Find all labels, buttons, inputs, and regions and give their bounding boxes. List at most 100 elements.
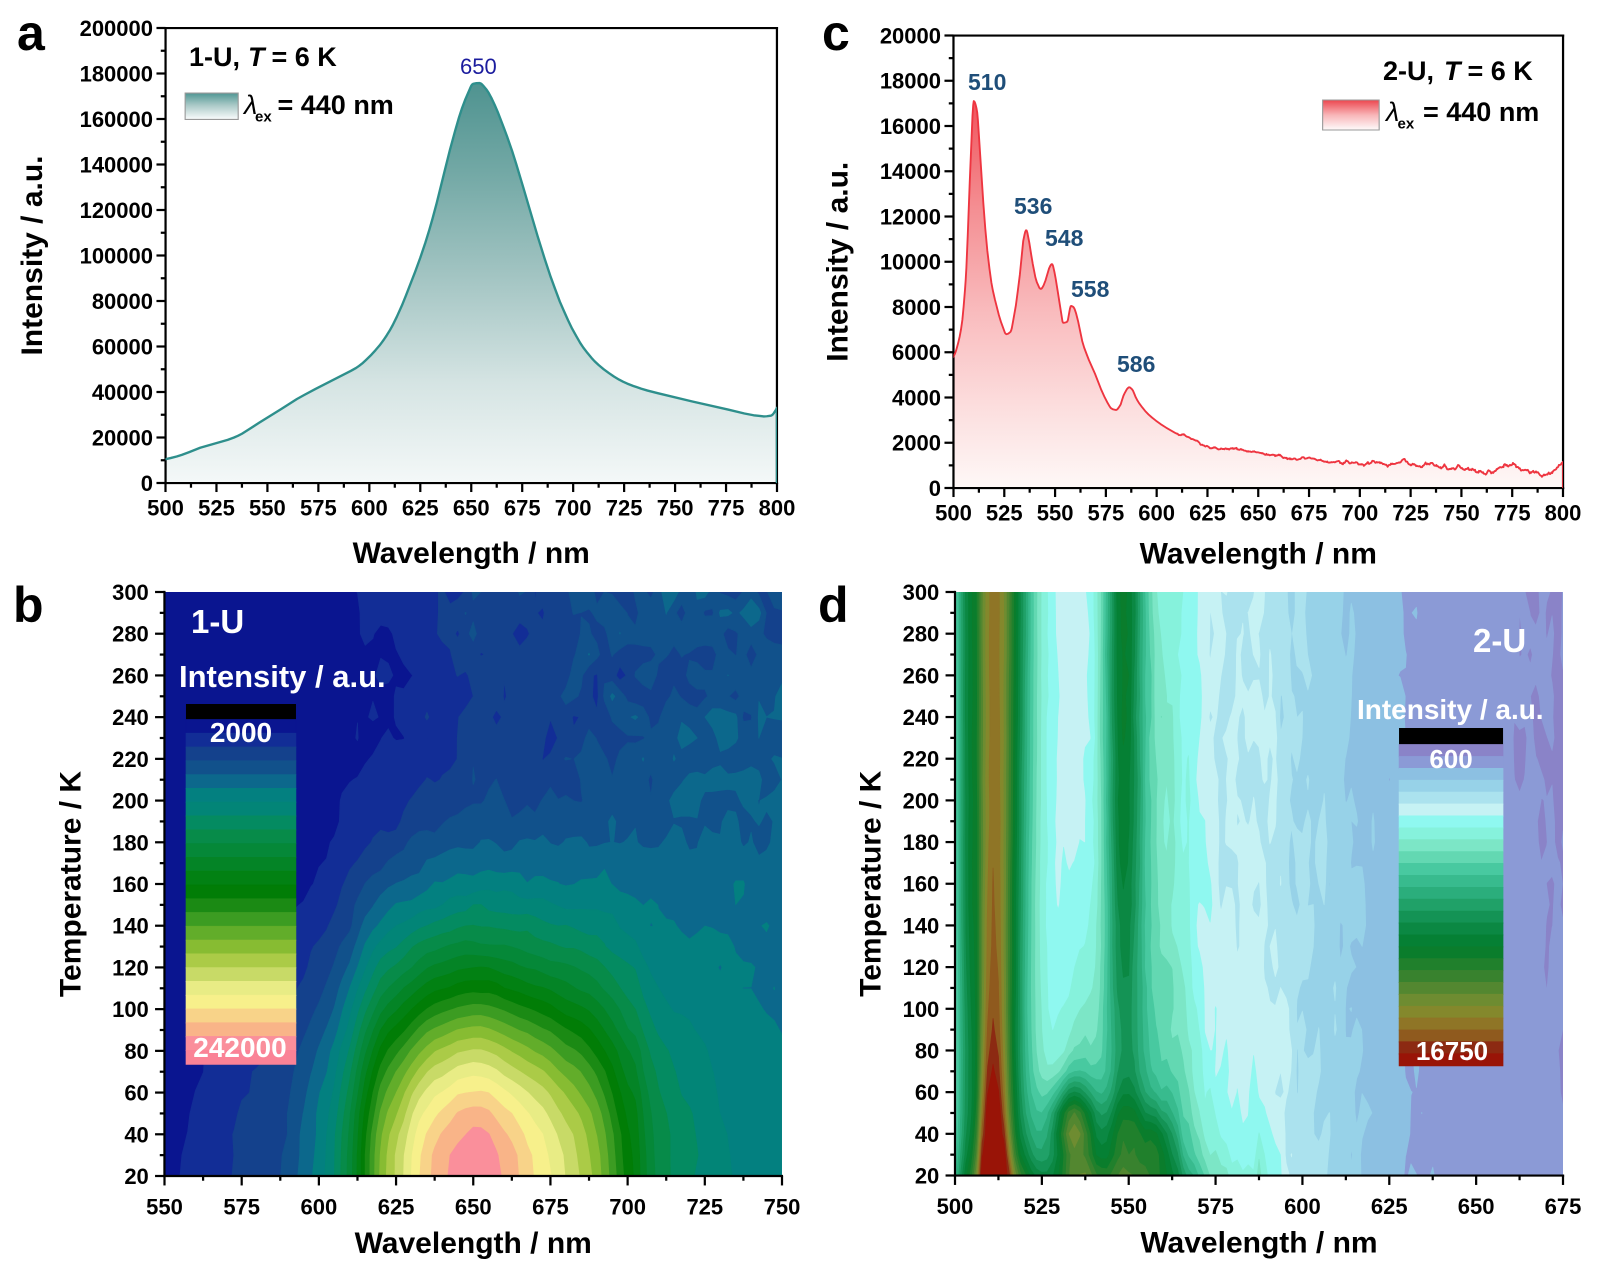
svg-text:500: 500	[147, 496, 184, 521]
svg-text:725: 725	[1392, 501, 1429, 526]
svg-text:12000: 12000	[880, 204, 941, 229]
svg-text:160: 160	[903, 872, 940, 897]
svg-text:2000: 2000	[210, 717, 272, 748]
svg-text:650: 650	[460, 54, 497, 79]
svg-text:750: 750	[1443, 501, 1480, 526]
svg-text:= 6 K: = 6 K	[1460, 56, 1533, 86]
svg-text:60: 60	[915, 1080, 939, 1105]
svg-text:Wavelength / nm: Wavelength / nm	[1140, 1227, 1377, 1260]
svg-text:2000: 2000	[892, 431, 941, 456]
svg-text:240: 240	[112, 705, 149, 730]
svg-text:575: 575	[300, 496, 337, 521]
svg-text:16000: 16000	[880, 114, 941, 139]
svg-text:525: 525	[986, 501, 1023, 526]
svg-text:16750: 16750	[1416, 1036, 1488, 1066]
svg-text:550: 550	[146, 1195, 183, 1220]
svg-text:Wavelength / nm: Wavelength / nm	[1140, 538, 1377, 571]
svg-text:700: 700	[609, 1195, 646, 1220]
svg-text:625: 625	[378, 1195, 415, 1220]
svg-text:4000: 4000	[892, 385, 941, 410]
svg-text:800: 800	[1545, 501, 1582, 526]
svg-text:650: 650	[453, 496, 490, 521]
svg-text:525: 525	[198, 496, 235, 521]
svg-text:300: 300	[112, 580, 149, 605]
svg-text:200: 200	[112, 789, 149, 814]
svg-text:40: 40	[124, 1122, 148, 1147]
svg-text:575: 575	[223, 1195, 260, 1220]
svg-text:20000: 20000	[880, 23, 941, 48]
svg-text:100: 100	[112, 997, 149, 1022]
svg-text:8000: 8000	[892, 295, 941, 320]
svg-text:500: 500	[935, 501, 972, 526]
svg-text:260: 260	[903, 663, 940, 688]
svg-text:750: 750	[764, 1195, 801, 1220]
svg-text:525: 525	[1023, 1194, 1060, 1219]
svg-text:650: 650	[1240, 501, 1277, 526]
svg-text:Temperature / K: Temperature / K	[54, 771, 87, 998]
svg-text:λ: λ	[1384, 97, 1399, 127]
svg-text:d: d	[818, 577, 849, 633]
svg-text:6000: 6000	[892, 340, 941, 365]
svg-text:140: 140	[112, 914, 149, 939]
svg-text:200000: 200000	[80, 16, 153, 41]
svg-text:ex: ex	[255, 109, 272, 126]
svg-text:260: 260	[112, 663, 149, 688]
svg-text:500: 500	[937, 1194, 974, 1219]
svg-text:550: 550	[1037, 501, 1074, 526]
svg-text:548: 548	[1045, 225, 1084, 251]
svg-text:b: b	[13, 577, 44, 633]
svg-text:775: 775	[1494, 501, 1531, 526]
svg-text:60: 60	[124, 1081, 148, 1106]
svg-text:600: 600	[301, 1195, 338, 1220]
svg-text:140000: 140000	[80, 152, 153, 177]
svg-text:180: 180	[903, 830, 940, 855]
svg-text:650: 650	[455, 1195, 492, 1220]
svg-text:700: 700	[555, 496, 592, 521]
svg-text:ex: ex	[1398, 115, 1415, 132]
svg-text:T: T	[248, 42, 267, 72]
svg-text:575: 575	[1088, 501, 1125, 526]
svg-text:775: 775	[708, 496, 745, 521]
svg-text:625: 625	[1189, 501, 1226, 526]
svg-text:Wavelength / nm: Wavelength / nm	[353, 537, 590, 570]
svg-text:Wavelength / nm: Wavelength / nm	[355, 1227, 592, 1260]
svg-text:200: 200	[903, 788, 940, 813]
svg-text:180000: 180000	[80, 61, 153, 86]
svg-text:100: 100	[903, 997, 940, 1022]
svg-text:586: 586	[1117, 351, 1155, 377]
svg-text:675: 675	[532, 1195, 569, 1220]
svg-text:575: 575	[1197, 1194, 1234, 1219]
svg-text:80: 80	[124, 1039, 148, 1064]
svg-text:40: 40	[915, 1122, 939, 1147]
svg-text:750: 750	[657, 496, 694, 521]
svg-text:700: 700	[1341, 501, 1378, 526]
svg-text:20000: 20000	[92, 425, 153, 450]
svg-text:c: c	[822, 5, 850, 61]
svg-text:1-U,: 1-U,	[189, 42, 248, 72]
svg-text:T: T	[1444, 56, 1463, 86]
svg-text:160000: 160000	[80, 107, 153, 132]
svg-text:18000: 18000	[880, 69, 941, 94]
svg-text:Intensity / a.u.: Intensity / a.u.	[821, 162, 854, 362]
svg-text:40000: 40000	[92, 380, 153, 405]
svg-text:220: 220	[112, 747, 149, 772]
svg-text:10000: 10000	[880, 250, 941, 275]
svg-text:1-U: 1-U	[191, 603, 244, 640]
svg-text:600: 600	[351, 496, 388, 521]
svg-text:220: 220	[903, 747, 940, 772]
svg-text:600: 600	[1138, 501, 1175, 526]
svg-text:625: 625	[402, 496, 439, 521]
svg-text:675: 675	[1545, 1194, 1582, 1219]
svg-text:20: 20	[124, 1164, 148, 1189]
svg-text:800: 800	[759, 496, 796, 521]
svg-text:λ: λ	[242, 90, 257, 120]
svg-text:14000: 14000	[880, 159, 941, 184]
svg-text:536: 536	[1014, 193, 1052, 219]
svg-text:= 440 nm: = 440 nm	[278, 90, 394, 120]
svg-text:558: 558	[1071, 276, 1110, 302]
svg-text:625: 625	[1371, 1194, 1408, 1219]
svg-text:0: 0	[141, 471, 153, 496]
svg-text:120000: 120000	[80, 198, 153, 223]
svg-text:Temperature / K: Temperature / K	[855, 770, 888, 997]
svg-text:Intensity / a.u.: Intensity / a.u.	[1357, 694, 1544, 725]
